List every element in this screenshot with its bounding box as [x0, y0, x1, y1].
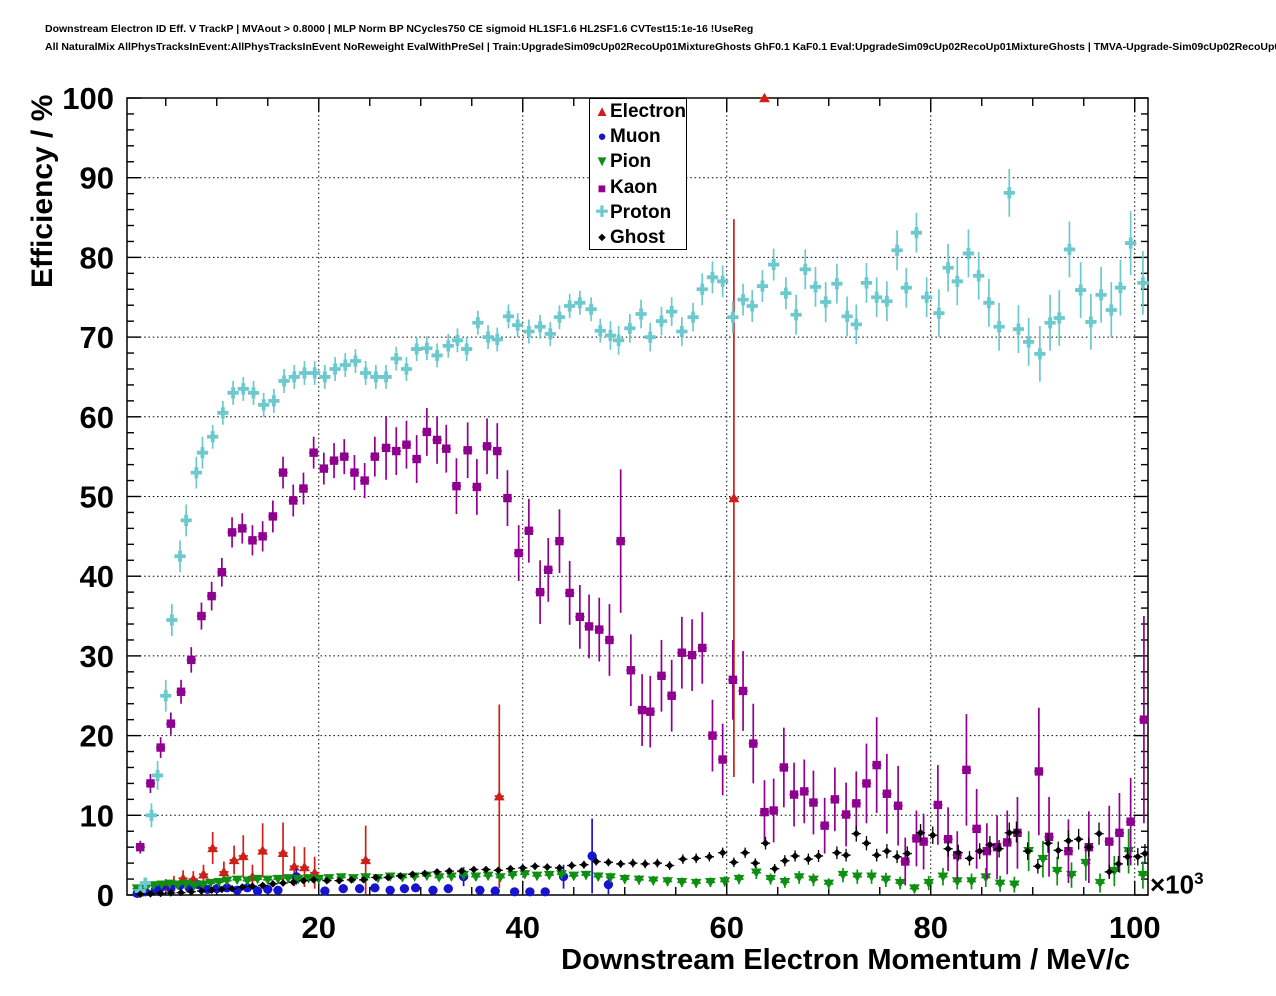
y-tick-label: 80: [80, 240, 114, 275]
triangle-down-icon: ▼: [594, 153, 610, 171]
y-axis-title: Efficiency / %: [26, 94, 59, 288]
circle-icon: ●: [597, 127, 607, 145]
legend: ▲ Electron ● Muon ▼ Pion ■ Kaon ✚ Proton…: [589, 98, 687, 250]
legend-label: Muon: [610, 125, 661, 147]
y-tick-label: 100: [62, 81, 114, 116]
y-tick-label: 40: [80, 559, 114, 594]
legend-label: Proton: [610, 201, 672, 223]
legend-label: Electron: [610, 100, 687, 122]
y-tick-label: 60: [80, 400, 114, 435]
legend-label: Pion: [610, 151, 652, 173]
series-ghost: [135, 821, 1149, 899]
y-tick-label: 90: [80, 161, 114, 196]
legend-item-pion: ▼ Pion: [590, 150, 686, 175]
y-tick-label: 50: [80, 480, 114, 515]
x-axis-title: Downstream Electron Momentum / MeV/c: [561, 944, 1130, 976]
series-kaon: [135, 408, 1149, 886]
tick-labels: 0 10 20 30 40 50 60 70 80 90 100 20 40 60 80 100: [62, 81, 1160, 945]
plus-star-icon: ✚: [595, 203, 609, 221]
x-tick-label: 60: [710, 910, 744, 945]
x-tick-label: 40: [506, 910, 540, 945]
square-icon: ■: [597, 179, 607, 196]
legend-item-ghost: ◆ Ghost: [590, 225, 686, 250]
x-tick-label: 20: [302, 910, 336, 945]
y-tick-label: 20: [80, 719, 114, 754]
y-tick-label: 10: [80, 798, 114, 833]
y-tick-label: 0: [97, 878, 114, 913]
diamond-icon: ◆: [598, 232, 606, 244]
legend-label: Ghost: [610, 227, 665, 249]
legend-label: Kaon: [610, 176, 658, 198]
plot-title: Downstream Electron ID Eff. V TrackP | M…: [45, 23, 754, 35]
series-proton: [134, 168, 1149, 897]
x-axis-multiplier: ×103: [1150, 869, 1204, 900]
plot-subtitle: All NaturalMix AllPhysTracksInEvent:AllP…: [45, 41, 1276, 53]
y-tick-label: 30: [80, 639, 114, 674]
legend-item-muon: ● Muon: [590, 124, 686, 149]
series-muon: [132, 818, 614, 899]
x-tick-label: 100: [1109, 910, 1161, 945]
x-tick-label: 80: [914, 910, 948, 945]
legend-item-electron: ▲ Electron: [590, 99, 686, 124]
y-tick-label: 70: [80, 320, 114, 355]
legend-item-kaon: ■ Kaon: [590, 175, 686, 200]
legend-item-proton: ✚ Proton: [590, 200, 686, 225]
triangle-up-icon: ▲: [594, 102, 610, 120]
